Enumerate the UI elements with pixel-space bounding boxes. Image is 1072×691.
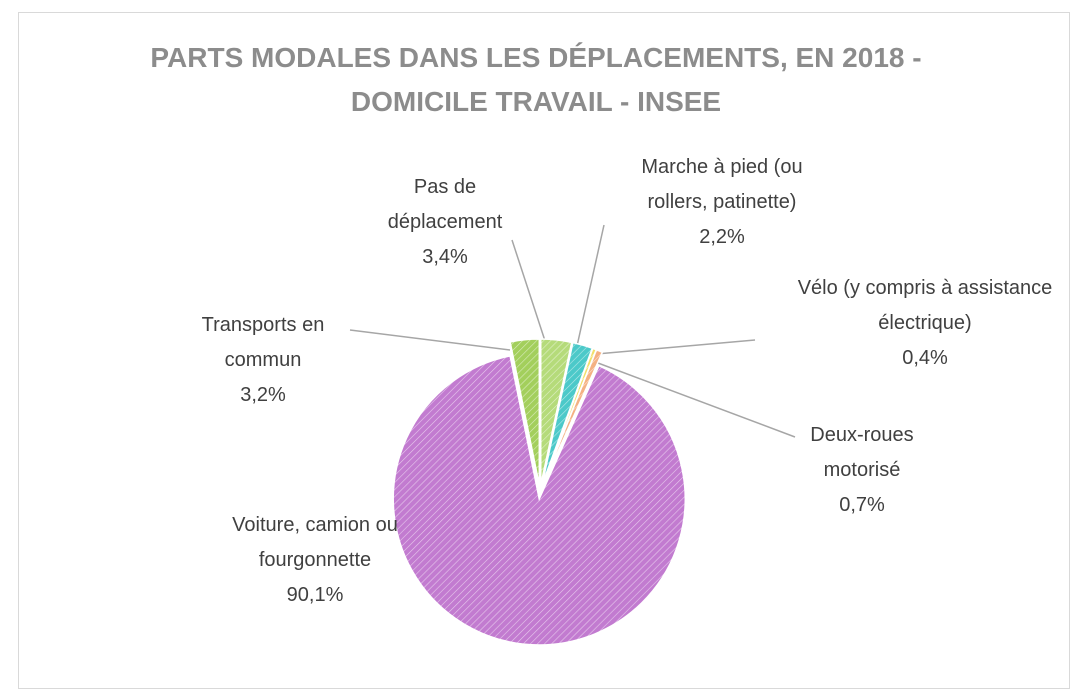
value-label: 0,7% [839,494,885,516]
chart-frame [18,12,1070,689]
slice-label: Pas de déplacement 3,4% [380,170,510,275]
value-label: 3,4% [422,246,468,268]
leader-line [584,339,756,356]
slice-label: Marche à pied (ou rollers, patinette) 2,2… [612,150,832,255]
leader-line [589,359,796,438]
category-label: Deux-roues motorisé [810,424,914,481]
value-label: 3,2% [240,384,286,406]
category-label: Vélo (y compris à assistance électrique) [797,277,1053,334]
category-label: Marche à pied (ou rollers, patinette) [641,156,803,213]
chart-title: PARTS MODALES DANS LES DÉPLACEMENTS, EN … [150,42,922,117]
slice-label: Vélo (y compris à assistance électrique)… [790,271,1060,376]
slice-label: Deux-roues motorisé 0,7% [792,418,932,523]
pie-slice [509,338,541,486]
leader-line [349,329,511,351]
slice-label: Transports en commun 3,2% [178,308,348,413]
pie-slice [392,355,686,646]
category-label: Pas de déplacement [387,176,503,233]
value-label: 0,4% [902,347,948,369]
leader-line [574,224,605,356]
value-label: 2,2% [699,226,745,248]
slice-label: Voiture, camion ou fourgonnette 90,1% [215,508,415,613]
category-label: Transports en commun [201,314,325,371]
category-label: Voiture, camion ou fourgonnette [232,514,398,571]
pie-slice [539,338,573,486]
leader-line [511,239,549,351]
value-label: 90,1% [286,584,344,606]
pie-slice [542,348,604,486]
